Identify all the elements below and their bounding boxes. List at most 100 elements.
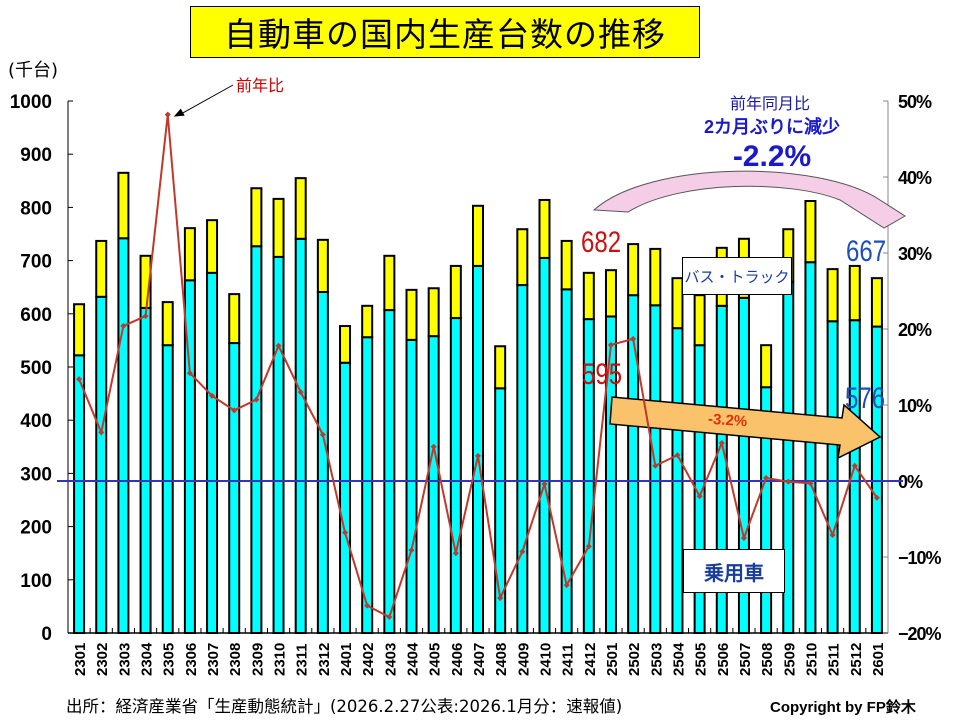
start-total-label: 682 (581, 226, 622, 259)
yoy-point (319, 431, 326, 438)
x-tick-label: 2506 (715, 643, 732, 676)
bar-passenger (427, 335, 440, 634)
left-tick-label: 700 (20, 252, 52, 273)
x-tick-label: 2301 (72, 643, 89, 676)
bar-passenger (383, 309, 396, 634)
right-tick-label: 50% (898, 92, 932, 112)
bar-bus-truck (361, 304, 374, 339)
bar-bus-truck (427, 287, 440, 338)
x-tick-labels: 2301 2302 2303 2304 2305 2306 2307 2308 2309 2310… (72, 642, 887, 676)
yoy-point (785, 478, 792, 485)
yoy-point (829, 531, 836, 538)
bar-bus-truck (870, 277, 883, 328)
x-tick-label: 2508 (759, 643, 776, 676)
yoy-point (585, 543, 592, 550)
x-tick-label: 2403 (382, 643, 399, 676)
left-tick-label: 600 (20, 305, 52, 326)
yoy-point (851, 462, 858, 469)
x-tick-label: 2406 (449, 643, 466, 676)
bar-bus-truck (272, 197, 285, 258)
bar-passenger (449, 317, 462, 634)
x-tick-label: 2304 (139, 642, 156, 676)
x-tick-label: 2512 (848, 643, 865, 676)
bar-bus-truck (206, 219, 219, 274)
x-tick-label: 2410 (537, 643, 554, 676)
x-tick-label: 2502 (626, 643, 643, 676)
x-tick-label: 2306 (183, 643, 200, 676)
yoy-point (740, 535, 747, 541)
bar-passenger (272, 255, 285, 634)
bar-bus-truck (671, 277, 684, 330)
x-tick-label: 2408 (493, 643, 510, 676)
yoy-point (452, 550, 459, 557)
bar-bus-truck (73, 303, 86, 357)
yoy-point (209, 392, 216, 399)
x-tick-label: 2404 (405, 642, 422, 676)
bar-bus-truck (826, 268, 839, 323)
x-tick-label: 2308 (227, 643, 244, 676)
leader-line (179, 84, 234, 116)
bar-passenger (206, 271, 219, 634)
x-tick-label: 2312 (316, 643, 333, 676)
yoy-point (120, 322, 127, 329)
bar-bus-truck (538, 198, 551, 259)
trend-arrow-label: -3.2% (707, 410, 748, 431)
x-tick-label: 2505 (693, 643, 710, 676)
x-tick-label: 2405 (427, 643, 444, 676)
x-tick-label: 2302 (94, 643, 111, 676)
bar-bus-truck (449, 264, 462, 320)
x-tick-label: 2309 (249, 643, 266, 676)
chart-title: 自動車の国内生産台数の推移 (190, 6, 700, 58)
bar-bus-truck (804, 200, 817, 264)
right-tick-label: 10% (898, 396, 932, 416)
yoy-point (364, 602, 371, 609)
bar-bus-truck (627, 243, 640, 297)
x-tick-label: 2601 (870, 643, 887, 676)
yoy-point (164, 111, 171, 118)
legend-bus-truck: バス・トラック (682, 257, 792, 295)
bar-bus-truck (339, 325, 352, 364)
source-note: 出所：経済産業省「生産動態統計」(2026.2.27公表:2026.1月分：速報… (66, 697, 623, 716)
yoy-point (430, 443, 437, 450)
x-tick-label: 2510 (803, 643, 820, 676)
x-tick-label: 2509 (781, 643, 798, 676)
right-tick-label: 40% (898, 168, 932, 188)
left-tick-label: 500 (20, 358, 52, 379)
bar-passenger (117, 237, 130, 634)
bar-bus-truck (760, 344, 773, 389)
x-tick-label: 2402 (360, 643, 377, 676)
left-tick-label: 100 (20, 571, 52, 592)
annotation-yoy-value: -2.2% (732, 140, 812, 173)
bar-passenger (95, 295, 108, 634)
right-tick-label: 30% (898, 244, 932, 264)
bar-passenger (405, 338, 418, 634)
annotations-shapes (57, 170, 906, 482)
x-tick-label: 2310 (272, 643, 289, 676)
yoy-point (98, 429, 105, 436)
bar-passenger (73, 354, 86, 634)
left-tick-label: 900 (20, 145, 52, 166)
bar-bus-truck (383, 254, 396, 312)
yoy-point (76, 376, 83, 383)
yoy-point (541, 481, 548, 488)
bar-passenger (538, 256, 551, 634)
x-tick-label: 2311 (294, 643, 311, 676)
annotation-yoy-status: 2カ月ぶりに減少 (703, 117, 840, 137)
bar-passenger (649, 304, 662, 634)
bar-passenger (316, 290, 329, 634)
x-tick-label: 2507 (737, 643, 754, 676)
bar-bus-truck (494, 345, 507, 390)
bar-bus-truck (183, 227, 196, 282)
bar-bus-truck (472, 204, 484, 267)
yoy-point (142, 313, 149, 320)
bar-passenger (294, 237, 307, 634)
yoy-point (497, 595, 504, 602)
x-tick-label: 2407 (471, 643, 488, 676)
end-total-label: 667 (846, 235, 887, 268)
left-tick-label: 800 (20, 198, 52, 219)
x-tick-label: 2305 (161, 643, 178, 676)
bar-bus-truck (316, 238, 329, 293)
x-tick-label: 2504 (670, 642, 687, 676)
annotation-yoy-heading: 前年同月比 (729, 94, 810, 113)
